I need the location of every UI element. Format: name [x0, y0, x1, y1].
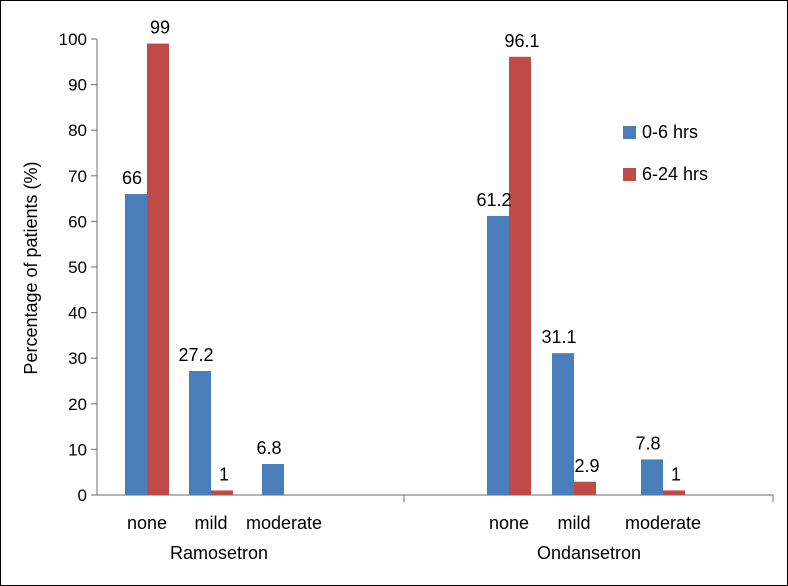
y-tick-label: 50: [68, 258, 87, 277]
y-tick-label: 80: [68, 121, 87, 140]
y-axis-label: Percentage of patients (%): [21, 161, 41, 374]
bars: [125, 43, 685, 496]
bar-series-b: [509, 56, 531, 496]
legend-swatch: [623, 126, 636, 139]
data-label: 1: [671, 464, 681, 484]
category-label: mild: [557, 513, 590, 533]
y-tick-label: 10: [68, 440, 87, 459]
bar-series-b: [147, 43, 169, 496]
bar-series-a: [125, 194, 147, 496]
bar-series-b: [574, 481, 596, 495]
data-label: 31.1: [541, 327, 576, 347]
y-tick-label: 60: [68, 212, 87, 231]
legend: 0-6 hrs 6-24 hrs: [623, 122, 708, 184]
y-tick-label: 70: [68, 167, 87, 186]
category-label: moderate: [625, 513, 701, 533]
data-label: 6.8: [256, 438, 281, 458]
y-tick-label: 20: [68, 395, 87, 414]
y-tick-label: 100: [59, 30, 87, 49]
data-label: 61.2: [476, 190, 511, 210]
data-label: 96.1: [504, 31, 539, 51]
data-labels: 66 27.2 6.8 61.2 31.1 7.8 99 1 96.1 2.9 1: [122, 18, 681, 485]
bar-series-a: [262, 463, 284, 495]
category-label: moderate: [246, 513, 322, 533]
y-tick-label: 30: [68, 349, 87, 368]
bar-series-b: [663, 490, 685, 495]
group-label: Ondansetron: [537, 543, 641, 563]
bar-series-b: [211, 490, 233, 495]
data-label: 1: [219, 464, 229, 484]
category-label: none: [489, 513, 529, 533]
legend-label: 6-24 hrs: [642, 164, 708, 184]
y-tick-label: 0: [78, 486, 87, 505]
y-tick-label: 90: [68, 76, 87, 95]
legend-swatch: [623, 168, 636, 181]
data-label: 27.2: [178, 345, 213, 365]
legend-label: 0-6 hrs: [642, 122, 698, 142]
category-label: mild: [194, 513, 227, 533]
axes: 0 10 20 30 40 50 60 70 80 90 100 none mild moderate Ra…: [59, 30, 774, 563]
category-label: none: [127, 513, 167, 533]
bar-series-a: [487, 215, 509, 496]
bar-series-a: [189, 370, 211, 495]
data-label: 99: [150, 18, 170, 38]
data-label: 2.9: [574, 456, 599, 476]
bar-series-a: [641, 459, 663, 495]
group-label: Ramosetron: [170, 543, 268, 563]
data-label: 66: [122, 168, 142, 188]
data-label: 7.8: [635, 433, 660, 453]
y-tick-label: 40: [68, 304, 87, 323]
bar-series-a: [552, 353, 574, 495]
